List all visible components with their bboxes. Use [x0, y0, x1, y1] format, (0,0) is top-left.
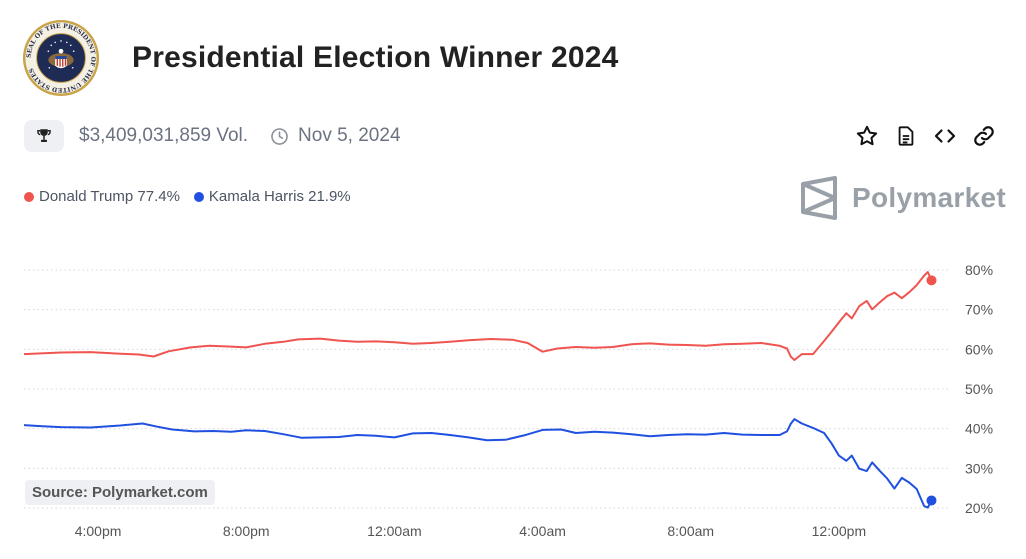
y-tick-label: 40%	[965, 421, 993, 437]
polymarket-brand: Polymarket	[800, 176, 1006, 220]
legend-swatch-harris	[193, 191, 204, 202]
volume-text: $3,409,031,859 Vol.	[79, 125, 249, 146]
x-tick-label: 4:00pm	[75, 523, 122, 539]
clock-icon	[270, 126, 290, 146]
y-tick-label: 80%	[965, 262, 993, 278]
legend-item-harris: Kamala Harris 21.9%	[193, 188, 351, 205]
x-tick-label: 4:00am	[519, 523, 566, 539]
y-tick-label: 70%	[965, 302, 993, 318]
market-meta-row: $3,409,031,859 Vol. Nov 5, 2024	[24, 119, 1004, 153]
chart-legend: Donald Trump 77.4% Kamala Harris 21.9%	[24, 188, 365, 205]
price-history-chart: 80% 70% 60% 50% 40% 30% 20% 4:00pm 8:00pm 12:00a…	[23, 262, 993, 539]
link-icon[interactable]	[972, 124, 996, 148]
y-tick-label: 30%	[965, 460, 993, 476]
legend-item-trump: Donald Trump 77.4%	[24, 188, 180, 205]
legend-swatch-trump	[24, 191, 34, 202]
endpoint-marker-harris	[926, 495, 937, 506]
trophy-badge[interactable]	[24, 120, 64, 152]
action-toolbar	[855, 119, 996, 153]
legend-label-trump: Donald Trump 77.4%	[39, 188, 180, 205]
x-tick-label: 8:00am	[667, 523, 714, 539]
y-tick-label: 50%	[965, 381, 993, 397]
y-tick-label: 20%	[965, 500, 993, 516]
brand-name: Polymarket	[852, 182, 1006, 213]
legend-label-harris: Kamala Harris 21.9%	[208, 188, 351, 205]
x-tick-label: 12:00am	[367, 523, 421, 539]
x-tick-label: 8:00pm	[223, 523, 270, 539]
trophy-icon	[37, 129, 51, 142]
y-tick-label: 60%	[965, 341, 993, 357]
series-line-trump	[23, 271, 933, 361]
end-date-text: Nov 5, 2024	[298, 125, 401, 146]
source-attribution: Source: Polymarket.com	[25, 480, 215, 505]
polymarket-logo-icon	[801, 176, 837, 220]
x-tick-label: 12:00pm	[812, 523, 866, 539]
header: SEAL OF THE PRESIDENT OF THE UNITED STAT…	[22, 18, 619, 98]
series-line-harris	[23, 418, 933, 509]
endpoint-marker-trump	[926, 275, 937, 286]
document-icon[interactable]	[894, 124, 918, 148]
presidential-seal-logo: SEAL OF THE PRESIDENT OF THE UNITED STAT…	[22, 19, 100, 97]
code-icon[interactable]	[933, 124, 957, 148]
star-icon[interactable]	[855, 124, 879, 148]
page-title: Presidential Election Winner 2024	[132, 41, 619, 74]
